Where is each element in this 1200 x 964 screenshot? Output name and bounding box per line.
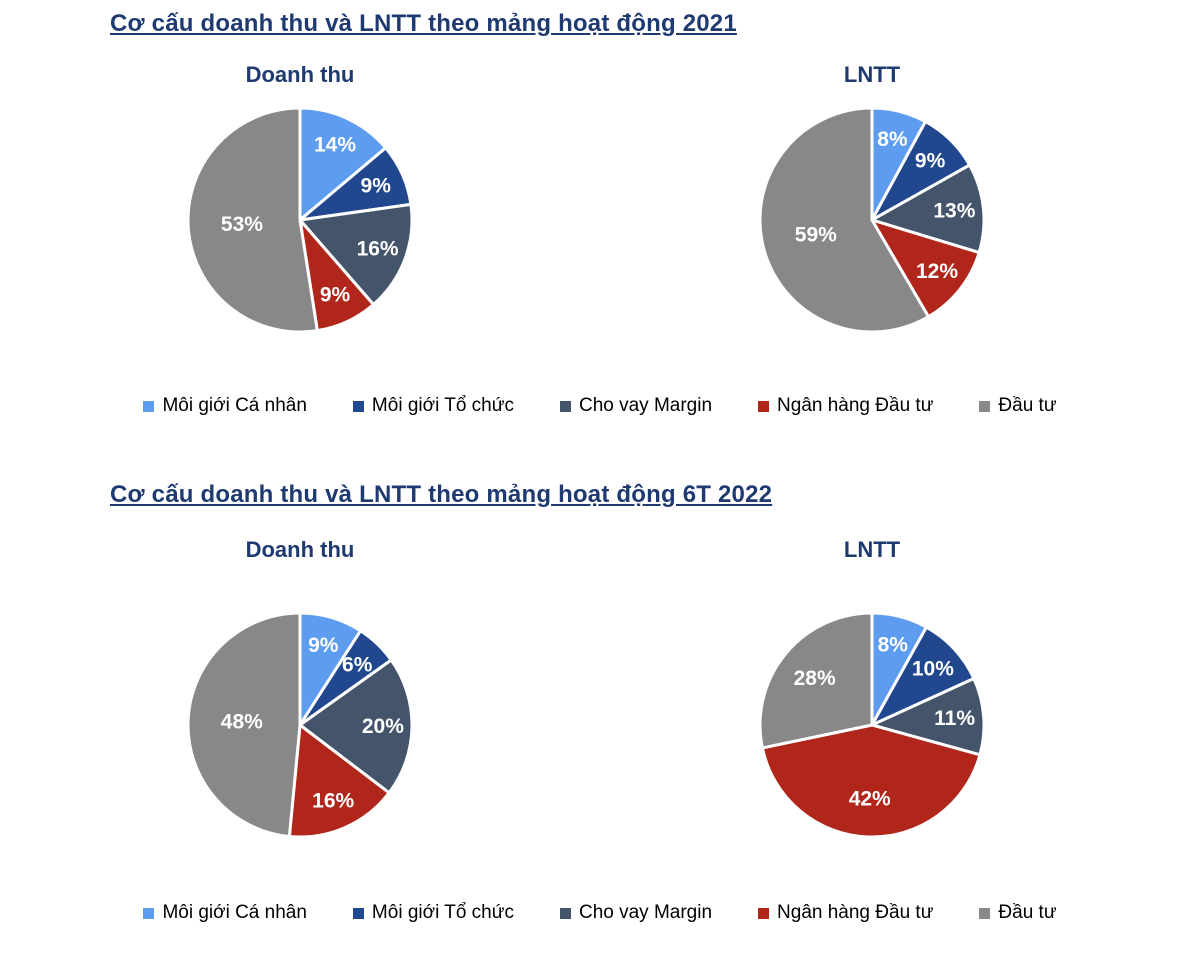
- section-title-2021: Cơ cấu doanh thu và LNTT theo mảng hoạt …: [110, 10, 737, 37]
- pie-chart-doanh-thu-2021: Doanh thu 14% 9% 16% 9% 53%: [0, 38, 600, 345]
- legend-swatch-icon: [758, 400, 770, 412]
- legend-item: Cho vay Margin: [559, 395, 713, 417]
- pie-slice-label: 53%: [221, 213, 263, 236]
- legend-item: Ngân hàng Đầu tư: [758, 902, 933, 924]
- pie-slice-label: 6%: [342, 654, 373, 677]
- pie-slice: [870, 163, 986, 255]
- pie-slice-label: 16%: [357, 238, 399, 261]
- pie-chart-doanh-thu-6t-2022: Doanh thu 9% 6% 20% 16% 48%: [0, 509, 600, 850]
- pie-svg-doanh-thu-2021: 14%9%16%9%53%: [186, 106, 414, 334]
- pie-slice-label: 9%: [915, 149, 946, 172]
- legend-swatch-icon: [143, 400, 155, 412]
- pie-slice-label: 13%: [933, 200, 975, 223]
- pie-slice-label: 11%: [934, 707, 975, 730]
- pie-slice-label: 9%: [308, 634, 339, 657]
- pie-slice: [298, 658, 414, 795]
- pie-slice-label: 28%: [794, 667, 836, 690]
- legend-item: Môi giới Tổ chức: [352, 902, 514, 924]
- legend-swatch-icon: [143, 907, 155, 919]
- chart-subtitle-lntt: LNTT: [843, 62, 901, 87]
- pie-slice: [186, 611, 302, 838]
- pie-slice-label: 10%: [912, 657, 954, 680]
- legend-label: Ngân hàng Đầu tư: [777, 395, 934, 416]
- pie-svg-lntt-6t-2022: 8%10% 11% 42% 28%: [758, 611, 986, 839]
- pie-slice-label: 59%: [795, 224, 837, 247]
- charts-row-6t-2022: Doanh thu 9% 6% 20% 16% 48% LNTT 8% 10% 11% 42%…: [0, 509, 1200, 850]
- legend-label: Cho vay Margin: [578, 902, 713, 923]
- pie-slice-label: 8%: [877, 128, 908, 151]
- legend-swatch-icon: [559, 907, 571, 919]
- legend-swatch-icon: [559, 400, 571, 412]
- legend-label: Môi giới Cá nhân: [162, 902, 307, 923]
- pie-slice-label: 12%: [916, 260, 958, 283]
- charts-row-2021: Doanh thu 14% 9% 16% 9% 53% LNTT 8% 9% 13% 12% 5…: [0, 38, 1200, 345]
- pie-slice: [287, 723, 391, 839]
- legend-swatch-icon: [352, 907, 364, 919]
- pie-slice: [758, 106, 930, 334]
- legend-label: Môi giới Tổ chức: [371, 902, 514, 923]
- legend-item: Môi giới Cá nhân: [143, 395, 307, 417]
- pie-slice-label: 9%: [361, 175, 392, 198]
- pie-slice: [760, 723, 982, 839]
- legend-item: Môi giới Cá nhân: [143, 902, 307, 924]
- legend-label: Môi giới Cá nhân: [162, 395, 307, 416]
- legend-item: Đầu tư: [979, 395, 1057, 417]
- legend-row-2021: Môi giới Cá nhân Môi giới Tổ chức Cho va…: [0, 395, 1200, 417]
- legend-label: Môi giới Tổ chức: [371, 395, 514, 416]
- pie-slice-label: 8%: [878, 633, 909, 656]
- pie-slice-label: 9%: [320, 284, 351, 307]
- legend-label: Ngân hàng Đầu tư: [777, 902, 934, 923]
- chart-subtitle-doanh-thu: Doanh thu: [245, 62, 355, 87]
- pie-slice-label: 16%: [312, 789, 354, 812]
- legend-item: Đầu tư: [979, 902, 1057, 924]
- legend-label: Cho vay Margin: [578, 395, 713, 416]
- pie-svg-lntt-2021: 8% 9% 13% 12% 59%: [758, 106, 986, 334]
- pie-chart-lntt-2021: LNTT 8% 9% 13% 12% 59%: [572, 38, 1172, 345]
- pie-svg-doanh-thu-6t-2022: 9%6% 20% 16% 48%: [186, 611, 414, 839]
- legend-swatch-icon: [979, 907, 991, 919]
- pie-slice-label: 48%: [221, 711, 263, 734]
- pie-slice: [298, 202, 414, 307]
- pie-slice-label: 14%: [314, 133, 356, 156]
- pie-slice: [186, 106, 319, 334]
- section-6t-2022: Cơ cấu doanh thu và LNTT theo mảng hoạt …: [0, 417, 1200, 924]
- pie-slice: [870, 676, 986, 757]
- pie-slice: [758, 611, 874, 750]
- legend-swatch-icon: [979, 400, 991, 412]
- pie-slice-label: 20%: [362, 715, 404, 738]
- legend-item: Môi giới Tổ chức: [352, 395, 514, 417]
- legend-swatch-icon: [352, 400, 364, 412]
- pie-slice: [870, 218, 981, 319]
- legend-item: Ngân hàng Đầu tư: [758, 395, 933, 417]
- section-title-6t-2022: Cơ cấu doanh thu và LNTT theo mảng hoạt …: [110, 481, 773, 508]
- legend-swatch-icon: [758, 907, 770, 919]
- pie-slice: [298, 106, 388, 222]
- legend-item: Cho vay Margin: [559, 902, 713, 924]
- pie-slice-label: 42%: [849, 787, 891, 810]
- legend-label: Đầu tư: [998, 395, 1057, 416]
- legend-row-6t-2022: Môi giới Cá nhân Môi giới Tổ chức Cho va…: [0, 902, 1200, 924]
- chart-subtitle-lntt: LNTT: [843, 537, 901, 562]
- section-2021: Cơ cấu doanh thu và LNTT theo mảng hoạt …: [0, 0, 1200, 417]
- pie-chart-lntt-6t-2022: LNTT 8% 10% 11% 42% 28%: [572, 509, 1172, 850]
- chart-subtitle-doanh-thu: Doanh thu: [245, 537, 355, 562]
- legend-label: Đầu tư: [998, 902, 1057, 923]
